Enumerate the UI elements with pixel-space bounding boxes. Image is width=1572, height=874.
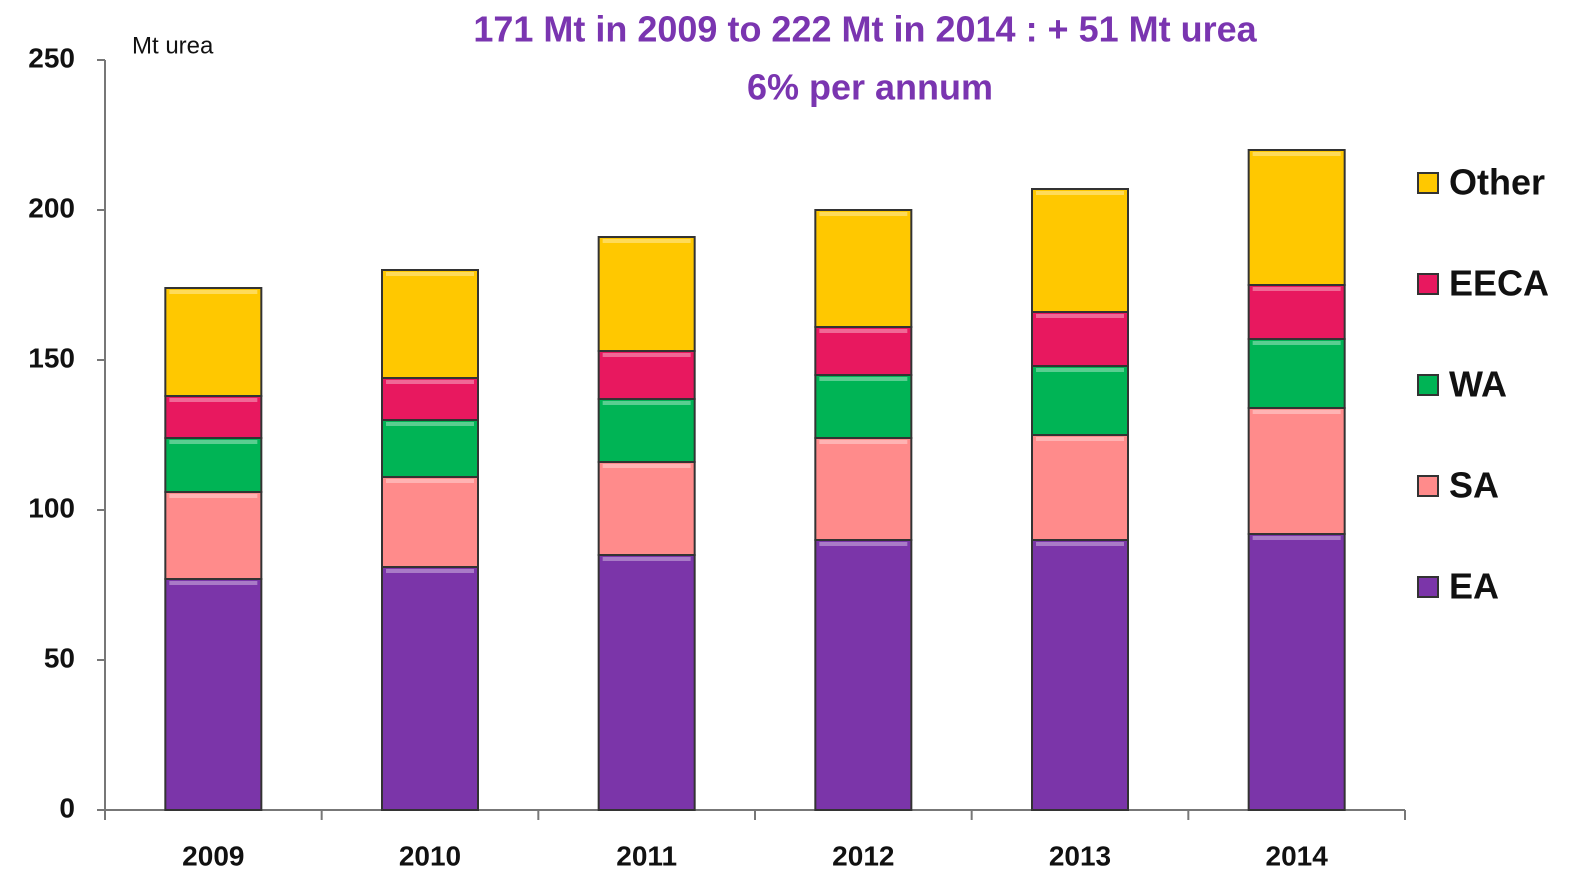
bar-segment — [814, 437, 913, 541]
x-tick-label: 2009 — [182, 840, 244, 871]
bar-highlight — [169, 494, 258, 498]
bar-highlight — [602, 239, 691, 243]
bar-segment — [1247, 338, 1346, 409]
bar-highlight — [819, 377, 908, 381]
y-tick-label: 250 — [28, 42, 75, 73]
bar-segment — [597, 461, 696, 556]
legend-label: WA — [1449, 364, 1507, 405]
x-tick-label: 2014 — [1266, 840, 1329, 871]
bar-highlight — [819, 212, 908, 216]
bar-segment — [381, 476, 479, 568]
bar-highlight — [1036, 542, 1124, 546]
bar-segment — [381, 566, 479, 811]
y-tick-label: 0 — [59, 792, 75, 823]
chart-title: 171 Mt in 2009 to 222 Mt in 2014 : + 51 … — [473, 9, 1257, 50]
bar-segment — [1247, 407, 1346, 535]
bar-segment — [597, 236, 696, 352]
bar-highlight — [386, 272, 474, 276]
bar-highlight — [602, 353, 691, 357]
bar-segment — [1031, 434, 1129, 541]
x-tick-label: 2010 — [399, 840, 461, 871]
y-tick-label: 100 — [28, 492, 75, 523]
bar-highlight — [1252, 536, 1341, 540]
bar-highlight — [386, 569, 474, 573]
y-tick-label: 50 — [44, 642, 75, 673]
bar-segment — [814, 539, 913, 811]
chart-subtitle: 6% per annum — [747, 67, 993, 108]
bar-segment — [1031, 539, 1129, 811]
bar-segment — [1247, 149, 1346, 286]
legend-label: Other — [1449, 162, 1545, 203]
x-tick-label: 2011 — [616, 840, 677, 871]
bar-highlight — [386, 479, 474, 483]
bar-highlight — [386, 380, 474, 384]
legend-swatch — [1417, 576, 1439, 598]
bar-segment — [381, 377, 479, 421]
bar-segment — [1247, 284, 1346, 340]
y-tick-label: 200 — [28, 192, 75, 223]
y-axis-label: Mt urea — [132, 32, 214, 59]
bar-highlight — [1036, 314, 1124, 318]
x-tick-label: 2012 — [832, 840, 894, 871]
bar-segment — [164, 395, 263, 439]
legend-swatch — [1417, 172, 1439, 194]
bar-segment — [1247, 533, 1346, 811]
bar-highlight — [819, 329, 908, 333]
bar-segment — [164, 578, 263, 811]
bar-segment — [164, 491, 263, 580]
bar-highlight — [169, 398, 258, 402]
bar-segment — [814, 209, 913, 328]
bar-segment — [1031, 188, 1129, 313]
bar-highlight — [169, 440, 258, 444]
bar-segment — [597, 398, 696, 463]
bar-segment — [1031, 311, 1129, 367]
y-tick-label: 150 — [28, 342, 75, 373]
bar-highlight — [1036, 191, 1124, 195]
bar-highlight — [819, 440, 908, 444]
bar-highlight — [1036, 437, 1124, 441]
legend-label: SA — [1449, 465, 1499, 506]
bar-highlight — [602, 557, 691, 561]
bar-segment — [381, 269, 479, 379]
legend-swatch — [1417, 273, 1439, 295]
legend-label: EECA — [1449, 263, 1549, 304]
bar-highlight — [1252, 287, 1341, 291]
bar-highlight — [602, 464, 691, 468]
legend-label: EA — [1449, 566, 1499, 607]
bar-highlight — [1252, 410, 1341, 414]
bar-highlight — [1036, 368, 1124, 372]
bar-highlight — [386, 422, 474, 426]
bar-highlight — [169, 290, 258, 294]
x-tick-label: 2013 — [1049, 840, 1111, 871]
legend-swatch — [1417, 475, 1439, 497]
bar-segment — [164, 437, 263, 493]
bar-highlight — [169, 581, 258, 585]
bar-segment — [164, 287, 263, 397]
bar-segment — [597, 350, 696, 400]
bar-highlight — [602, 401, 691, 405]
bar-highlight — [819, 542, 908, 546]
bar-highlight — [1252, 341, 1341, 345]
legend-swatch — [1417, 374, 1439, 396]
bar-highlight — [1252, 152, 1341, 156]
bar-segment — [814, 374, 913, 439]
bar-segment — [597, 554, 696, 811]
bar-segment — [814, 326, 913, 376]
bar-segment — [1031, 365, 1129, 436]
bar-segment — [381, 419, 479, 478]
